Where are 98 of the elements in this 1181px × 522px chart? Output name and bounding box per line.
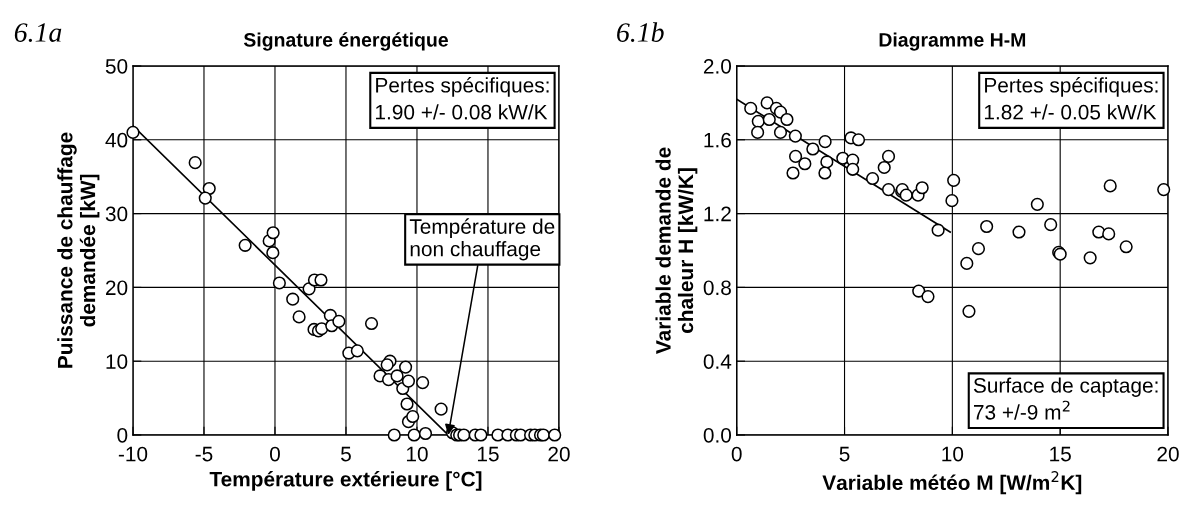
- point: [1119, 240, 1133, 254]
- x-tick-label: -5: [195, 446, 213, 462]
- annotation: Pertes spécifiques: 1.82 +/- 0.05 kW/K: [984, 77, 1158, 120]
- y-tick-label: 0.0: [703, 427, 732, 443]
- y-tick-label: 10: [106, 354, 128, 369]
- annotation: Pertes spécifiques: 1.90 +/- 0.08 kW/K: [376, 77, 549, 120]
- y-tick-label: 0.8: [703, 280, 731, 296]
- point: [899, 188, 913, 202]
- point: [865, 171, 880, 186]
- point: [387, 428, 401, 442]
- point: [806, 142, 820, 156]
- point: [744, 101, 758, 115]
- point: [266, 246, 280, 260]
- point: [818, 135, 832, 149]
- point: [272, 276, 286, 290]
- point: [786, 166, 800, 180]
- point: [915, 181, 929, 195]
- x-axis-title: Température extérieure [°C]: [209, 471, 482, 491]
- y-tick-label: 1.2: [704, 206, 731, 222]
- point: [315, 322, 329, 336]
- text: 6.1b: [617, 22, 664, 43]
- point: [416, 376, 430, 390]
- x-tick-label: 0: [270, 446, 280, 462]
- point: [921, 290, 935, 304]
- point: [401, 374, 416, 388]
- point: [266, 226, 280, 240]
- point: [851, 133, 866, 147]
- point: [286, 292, 300, 306]
- annotation: Surface de captage: 73 +/-9 m$^{2}$: [973, 377, 1158, 420]
- x-tick-label: 15: [477, 446, 499, 462]
- x-tick-label: 20: [548, 446, 570, 462]
- point: [820, 155, 834, 169]
- point: [1103, 179, 1117, 193]
- y-tick-label: 20: [106, 280, 128, 296]
- y-axis-title: Puissance de chauffage demandée [kW]: [57, 132, 100, 368]
- point: [980, 219, 994, 234]
- point: [762, 112, 776, 127]
- point: [780, 112, 794, 127]
- y-tick-label: 2.0: [703, 58, 732, 74]
- x-tick-label: 15: [1050, 446, 1071, 462]
- point: [818, 166, 832, 180]
- point: [314, 273, 328, 287]
- point: [751, 125, 765, 139]
- y-tick-label: 0.4: [703, 354, 732, 369]
- point: [1157, 183, 1171, 197]
- point: [1030, 197, 1044, 211]
- point: [760, 96, 774, 110]
- point: [1044, 218, 1058, 232]
- point: [380, 358, 394, 372]
- y-tick-label: 40: [105, 132, 128, 148]
- x-tick-label: 10: [942, 446, 964, 462]
- point: [877, 160, 891, 175]
- point: [789, 149, 803, 163]
- point: [188, 156, 202, 170]
- point: [881, 183, 896, 197]
- chart-title: Diagramme H-M: [879, 32, 1026, 51]
- chart-title: Signature énergétique: [243, 32, 448, 51]
- point: [350, 344, 364, 358]
- x-tick-label: 20: [1157, 446, 1179, 462]
- x-tick-label: 0: [731, 446, 742, 462]
- y-tick-label: 1.6: [704, 132, 731, 148]
- point: [400, 397, 414, 411]
- point: [292, 310, 306, 324]
- point: [1102, 227, 1116, 241]
- x-tick-label: 10: [406, 446, 428, 462]
- point: [238, 238, 252, 252]
- point: [406, 409, 420, 424]
- point: [364, 316, 379, 331]
- point: [788, 129, 802, 143]
- y-axis-title: Variable demande de chaleur H [kW/K]: [655, 147, 698, 354]
- point: [399, 360, 413, 374]
- annotation: Température de non chauffage: [409, 218, 555, 261]
- point: [798, 157, 812, 171]
- y-tick-label: 0: [117, 427, 128, 443]
- point: [846, 162, 860, 176]
- y-tick-label: 30: [105, 206, 128, 222]
- x-tick-label: 5: [839, 446, 850, 462]
- point: [390, 369, 404, 383]
- point: [1083, 251, 1097, 265]
- point: [1012, 225, 1026, 239]
- point: [931, 223, 945, 237]
- text: 6.1a: [14, 23, 62, 43]
- point: [881, 149, 896, 163]
- x-axis-title: Variable météo M [W/m$^{2}$K]: [822, 471, 1082, 495]
- point: [434, 402, 448, 416]
- x-tick-label: 5: [341, 446, 351, 462]
- point: [947, 173, 961, 187]
- point: [332, 314, 346, 328]
- x-tick-label: -10: [118, 446, 148, 462]
- point: [971, 242, 986, 256]
- point: [945, 194, 959, 208]
- y-tick-label: 50: [105, 58, 128, 74]
- point: [960, 256, 974, 270]
- point: [912, 284, 926, 298]
- point: [198, 191, 212, 205]
- point: [773, 125, 788, 139]
- point: [457, 428, 471, 442]
- point: [962, 304, 976, 318]
